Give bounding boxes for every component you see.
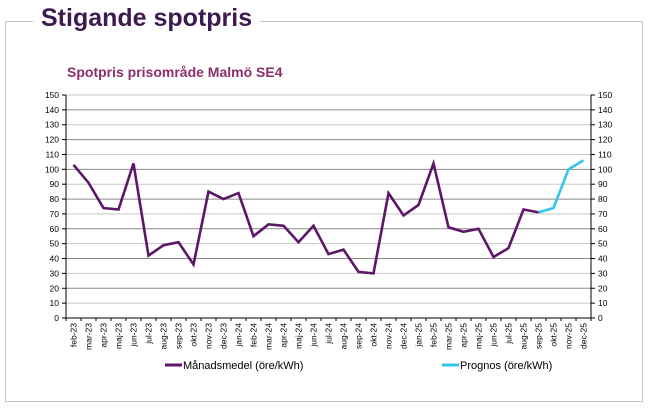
chart-title: Spotpris prisområde Malmö SE4 xyxy=(67,64,283,80)
y2-tick-label: 40 xyxy=(598,254,608,264)
x-tick-label: maj-23 xyxy=(114,323,124,349)
y2-tick-label: 10 xyxy=(598,298,608,308)
x-tick-label: apr-23 xyxy=(99,323,109,348)
x-tick-label: sep-25 xyxy=(534,323,544,349)
x-tick-label: aug-23 xyxy=(159,323,169,350)
y2-tick-label: 150 xyxy=(598,90,612,100)
page-title: Stigande spotpris xyxy=(33,3,261,33)
y2-tick-label: 70 xyxy=(598,209,608,219)
y2-tick-label: 30 xyxy=(598,268,608,278)
y2-tick-label: 90 xyxy=(598,179,608,189)
y2-tick-label: 130 xyxy=(598,120,612,130)
x-tick-label: jan-25 xyxy=(414,323,424,348)
x-tick-label: dec-23 xyxy=(219,323,229,349)
x-tick-label: sep-23 xyxy=(174,323,184,349)
x-tick-label: jun-23 xyxy=(129,323,139,348)
y-tick-label: 10 xyxy=(50,298,60,308)
x-tick-label: aug-25 xyxy=(519,323,529,350)
gridlines xyxy=(66,94,591,304)
x-tick-label: jul-25 xyxy=(504,323,514,345)
legend-label: Prognos (öre/kWh) xyxy=(460,360,552,372)
y-tick-label: 130 xyxy=(45,120,59,130)
y-tick-label: 20 xyxy=(50,283,60,293)
y-tick-label: 100 xyxy=(45,164,59,174)
y-tick-label: 120 xyxy=(45,135,59,145)
y-tick-label: 140 xyxy=(45,105,59,115)
x-tick-label: maj-25 xyxy=(474,323,484,349)
x-tick-label: mar-23 xyxy=(84,323,94,350)
y-tick-label: 110 xyxy=(45,149,59,159)
x-tick-label: dec-24 xyxy=(399,323,409,349)
y-tick-label: 150 xyxy=(45,90,59,100)
y2-tick-label: 0 xyxy=(598,313,603,323)
x-tick-label: maj-24 xyxy=(294,323,304,349)
x-tick-label: jun-24 xyxy=(309,323,319,348)
y-tick-label: 80 xyxy=(50,194,60,204)
x-tick-label: sep-24 xyxy=(354,323,364,349)
y-tick-label: 70 xyxy=(50,209,60,219)
x-axis-ticks: feb-23 mar-23 apr-23 maj-23 jun-23 jul-23 aug-… xyxy=(65,318,592,350)
x-tick-label: jul-24 xyxy=(324,323,334,345)
legend-label: Månadsmedel (öre/kWh) xyxy=(183,360,303,372)
x-tick-label: nov-25 xyxy=(564,323,574,349)
y2-tick-label: 110 xyxy=(598,149,612,159)
y-tick-label: 40 xyxy=(50,254,60,264)
y-tick-label: 60 xyxy=(50,224,60,234)
axes xyxy=(65,95,592,319)
x-tick-label: mar-25 xyxy=(444,323,454,350)
x-tick-label: feb-24 xyxy=(249,323,259,347)
series-lines xyxy=(72,158,585,275)
y2-tick-label: 140 xyxy=(598,105,612,115)
y-tick-label: 90 xyxy=(50,179,60,189)
x-tick-label: okt-25 xyxy=(549,323,559,347)
x-tick-label: aug-24 xyxy=(339,323,349,350)
y-axis-right-ticks: 0 10 20 30 40 50 60 70 80 90 100 110 120 130 140 150 xyxy=(591,90,612,323)
y2-tick-label: 100 xyxy=(598,164,612,174)
x-tick-label: jun-25 xyxy=(489,323,499,348)
y-tick-label: 30 xyxy=(50,268,60,278)
chart-frame xyxy=(5,21,643,402)
y-axis-left-ticks: 0 10 20 30 40 50 60 70 80 90 100 110 120 130 140 150 xyxy=(45,90,66,323)
series-line-prognos xyxy=(538,159,585,214)
y2-tick-label: 50 xyxy=(598,239,608,249)
y-tick-label: 0 xyxy=(54,313,59,323)
x-tick-label: jan-24 xyxy=(234,323,244,348)
x-tick-label: nov-24 xyxy=(384,323,394,349)
y2-tick-label: 80 xyxy=(598,194,608,204)
y2-tick-label: 120 xyxy=(598,135,612,145)
y2-tick-label: 60 xyxy=(598,224,608,234)
x-tick-label: jul-23 xyxy=(144,323,154,345)
y-tick-label: 50 xyxy=(50,239,60,249)
x-tick-label: apr-24 xyxy=(279,323,289,348)
x-tick-label: feb-23 xyxy=(69,323,79,347)
x-tick-label: dec-25 xyxy=(579,323,589,349)
y2-tick-label: 20 xyxy=(598,283,608,293)
x-tick-label: okt-23 xyxy=(189,323,199,347)
x-tick-label: mar-24 xyxy=(264,323,274,350)
x-tick-label: apr-25 xyxy=(459,323,469,348)
x-tick-label: feb-25 xyxy=(429,323,439,347)
x-tick-label: okt-24 xyxy=(369,323,379,347)
legend: Månadsmedel (öre/kWh) Prognos (öre/kWh) xyxy=(165,360,552,372)
series-line-manadsmedel xyxy=(72,158,539,275)
x-tick-label: nov-23 xyxy=(204,323,214,349)
